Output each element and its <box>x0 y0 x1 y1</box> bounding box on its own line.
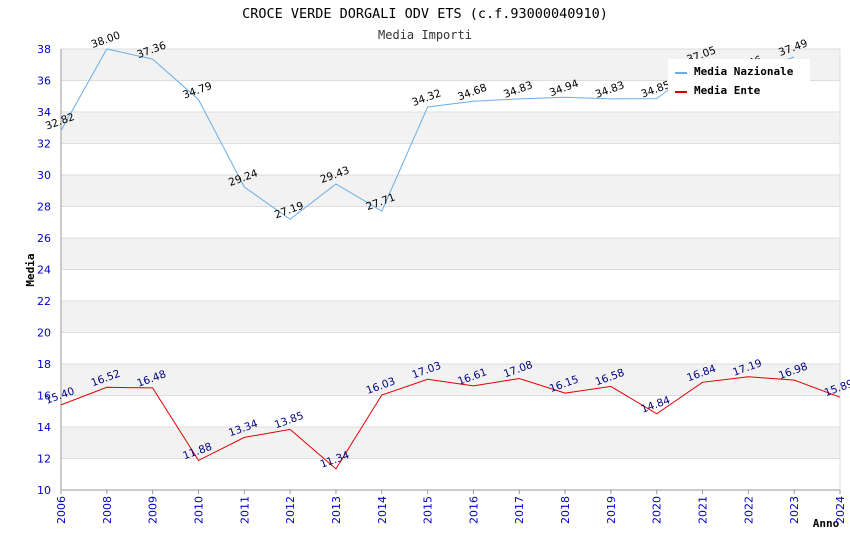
band <box>61 364 840 396</box>
data-label: 38.00 <box>90 29 122 51</box>
y-tick-label: 10 <box>37 484 51 497</box>
y-tick-label: 22 <box>37 295 51 308</box>
x-tick-label: 2018 <box>559 496 572 524</box>
x-tick-label: 2014 <box>376 496 389 524</box>
grid-lines <box>61 48 840 491</box>
series-line-media-ente <box>60 376 841 470</box>
x-tick-label: 2024 <box>834 496 847 524</box>
x-tick-label: 2008 <box>101 496 114 524</box>
data-label: 34.83 <box>594 79 626 101</box>
data-label: 14.84 <box>639 394 672 416</box>
y-tick-label: 34 <box>37 106 51 119</box>
y-tick-label: 36 <box>37 75 51 88</box>
x-tick-labels: 2006 2008 2009 2010 2011 2012 2013 2014 2015 2016… <box>55 496 847 524</box>
y-tick-label: 30 <box>37 169 51 182</box>
x-tick-label: 2021 <box>697 496 710 524</box>
band <box>61 112 840 144</box>
x-tick-label: 2013 <box>330 496 343 524</box>
x-tick-label: 2019 <box>605 496 618 524</box>
y-tick-label: 32 <box>37 138 51 151</box>
chart-subtitle: Media Importi <box>378 28 472 42</box>
legend-label-media-ente: Media Ente <box>694 84 761 97</box>
x-tick-label: 2022 <box>742 496 755 524</box>
data-label: 34.68 <box>456 82 488 104</box>
y-tick-label: 24 <box>37 264 51 277</box>
background-bands <box>61 49 840 459</box>
y-tick-label: 12 <box>37 453 51 466</box>
band <box>61 301 840 333</box>
axes <box>60 49 841 494</box>
y-tick-label: 26 <box>37 232 51 245</box>
y-tick-label: 18 <box>37 358 51 371</box>
x-tick-label: 2020 <box>651 496 664 524</box>
chart-title: CROCE VERDE DORGALI ODV ETS (c.f.9300004… <box>242 6 608 22</box>
x-tick-label: 2023 <box>788 496 801 524</box>
x-tick-label: 2015 <box>422 496 435 524</box>
x-tick-label: 2006 <box>55 496 68 524</box>
data-label: 34.83 <box>502 79 534 101</box>
data-label: 34.85 <box>639 79 671 101</box>
band <box>61 238 840 270</box>
x-tick-label: 2016 <box>467 496 480 524</box>
x-tick-label: 2009 <box>147 496 160 524</box>
x-tick-label: 2011 <box>238 496 251 524</box>
x-tick-label: 2017 <box>513 496 526 524</box>
y-tick-label: 28 <box>37 201 51 214</box>
y-tick-label: 20 <box>37 327 51 340</box>
y-tick-label: 38 <box>37 43 51 56</box>
legend-box <box>668 59 810 103</box>
y-tick-label: 16 <box>37 390 51 403</box>
band <box>61 175 840 207</box>
y-tick-label: 14 <box>37 421 51 434</box>
y-axis-label: Media <box>24 253 37 286</box>
legend: Media Nazionale Media Ente <box>668 59 810 103</box>
band <box>61 427 840 459</box>
x-tick-label: 2012 <box>284 496 297 524</box>
x-axis-label: Anno <box>813 517 840 530</box>
x-tick-label: 2010 <box>192 496 205 524</box>
legend-label-media-nazionale: Media Nazionale <box>694 65 794 78</box>
y-tick-labels: 10 12 14 16 18 20 22 24 26 28 30 32 34 36 38 <box>37 43 51 497</box>
